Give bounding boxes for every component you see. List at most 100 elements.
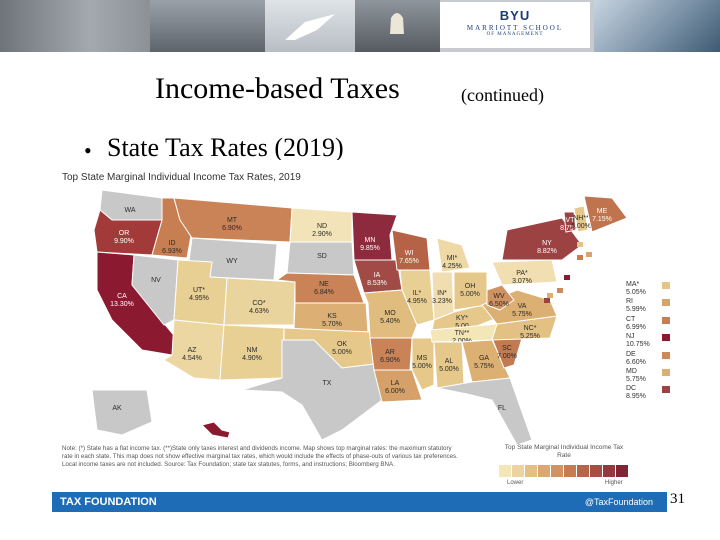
state-rate-ks: 5.70% [322, 321, 342, 328]
byu-school-sub: OF MANAGEMENT [486, 32, 544, 37]
state-nh [573, 205, 589, 233]
state-rate-nh: 5.00% [571, 223, 591, 230]
state-label-ak: AK [112, 405, 122, 412]
byu-logo: BYU MARRIOTT SCHOOL OF MANAGEMENT [440, 2, 590, 48]
state-mi [436, 237, 471, 273]
northeast-swatch [662, 368, 670, 376]
state-label-ca: CA [117, 293, 127, 300]
state-label-sc: SC [502, 345, 512, 352]
state-label-ms: MS [417, 355, 428, 362]
state-label-mt: MT [227, 217, 238, 224]
us-map: WAOR9.90%CA13.30%NVID6.93%MT6.90%WYUT*4.… [91, 189, 628, 450]
state-vt [563, 211, 577, 233]
state-rate-ok: 5.00% [332, 349, 352, 356]
state-label-wv: WV [493, 293, 505, 300]
state-md [547, 293, 553, 298]
northeast-item-ct: CT 6.99% [624, 316, 674, 333]
northeast-item-dc: DC 8.95% [624, 385, 674, 402]
state-label-az: AZ [188, 347, 198, 354]
y-mountain-photo [265, 0, 355, 52]
state-label-in: IN* [437, 290, 447, 297]
state-label-ne: NE [319, 281, 329, 288]
state-de [557, 288, 563, 293]
state-ak [91, 389, 153, 436]
state-label-ar: AR [385, 349, 395, 356]
state-rate-vt: 8.75% [560, 225, 580, 232]
state-label-oh: OH [465, 283, 476, 290]
state-ny [501, 217, 583, 261]
state-rate-va: 5.75% [512, 311, 532, 318]
northeast-item-md: MD 5.75% [624, 368, 674, 385]
state-rate-nd: 2.90% [312, 231, 332, 238]
state-label-ga: GA [479, 355, 489, 362]
state-label-la: LA [391, 380, 400, 387]
northeast-swatch [662, 351, 670, 359]
legend-swatch [590, 465, 602, 477]
statue-photo [0, 0, 150, 52]
state-ri [586, 252, 592, 257]
state-label-sd: SD [317, 253, 327, 260]
legend-swatch [577, 465, 589, 477]
state-label-tn: TN** [455, 330, 470, 337]
state-rate-nm: 4.90% [242, 355, 262, 362]
footer-bar: TAX FOUNDATION @TaxFoundation [52, 492, 667, 512]
northeast-swatch [662, 299, 670, 307]
legend-swatch [564, 465, 576, 477]
state-wa [99, 189, 163, 221]
legend-swatch [603, 465, 615, 477]
northeast-rate: 8.95% [626, 393, 646, 401]
state-label-nh: NH** [573, 215, 589, 222]
state-label-co: CO* [252, 300, 266, 307]
northeast-item-nj: NJ 10.75% [624, 333, 674, 350]
state-label-wi: WI [405, 250, 414, 257]
state-label-id: ID [169, 240, 176, 247]
byu-wordmark: BYU [499, 8, 531, 23]
state-mn [351, 211, 398, 261]
state-label-nc: NC* [524, 325, 537, 332]
state-rate-ny: 8.82% [537, 248, 557, 255]
northeast-abbr: MD [626, 367, 637, 375]
state-label-ut: UT* [193, 287, 205, 294]
state-rate-mn: 9.85% [360, 245, 380, 252]
state-ma [577, 242, 583, 247]
legend-swatch [525, 465, 537, 477]
byu-school-name: MARRIOTT SCHOOL [466, 24, 564, 32]
state-label-ks: KS [327, 313, 337, 320]
bell-icon [390, 13, 404, 34]
state-al [433, 341, 465, 389]
state-rate-mo: 5.40% [380, 318, 400, 325]
state-label-nd: ND [317, 223, 327, 230]
northeast-rate: 6.99% [626, 323, 646, 331]
state-rate-wv: 6.50% [489, 301, 509, 308]
state-rate-nc: 5.25% [520, 333, 540, 340]
map-note: Note: (*) State has a flat income tax. (… [62, 445, 458, 468]
legend-swatch [616, 465, 628, 477]
northeast-abbr: MA* [626, 281, 640, 288]
state-mt [173, 197, 293, 243]
northeast-swatch [662, 334, 670, 342]
state-label-ny: NY [542, 240, 552, 247]
state-rate-ms: 5.00% [412, 363, 432, 370]
state-rate-ky: 5.00 [455, 323, 469, 330]
slide-title-suffix: (continued) [461, 85, 544, 105]
northeast-rate: 6.60% [626, 358, 646, 366]
state-rate-az: 4.54% [182, 355, 202, 362]
state-rate-oh: 5.00% [460, 291, 480, 298]
state-label-me: ME [597, 208, 608, 215]
state-rate-la: 6.00% [385, 388, 405, 395]
state-label-fl: FL [498, 405, 506, 412]
northeast-rate: 5.99% [626, 306, 646, 314]
state-label-il: IL* [413, 290, 422, 297]
state-rate-ca: 13.30% [110, 301, 134, 308]
legend-swatch [551, 465, 563, 477]
state-label-mi: MI* [447, 255, 458, 262]
northeast-abbr: DC [626, 385, 637, 393]
slide-title: Income-based Taxes [155, 72, 400, 105]
northeast-swatch [662, 316, 670, 324]
northeast-rate-list: MA* 5.05% RI 5.99% CT 6.99% NJ 10.75% DE 6.60% MD 5… [624, 281, 674, 403]
northeast-rate: 5.05% [626, 289, 646, 296]
bullet-marker: • [84, 138, 92, 163]
state-me [583, 195, 628, 233]
northeast-item-de: DE 6.60% [624, 351, 674, 368]
state-rate-ia: 8.53% [367, 280, 387, 287]
